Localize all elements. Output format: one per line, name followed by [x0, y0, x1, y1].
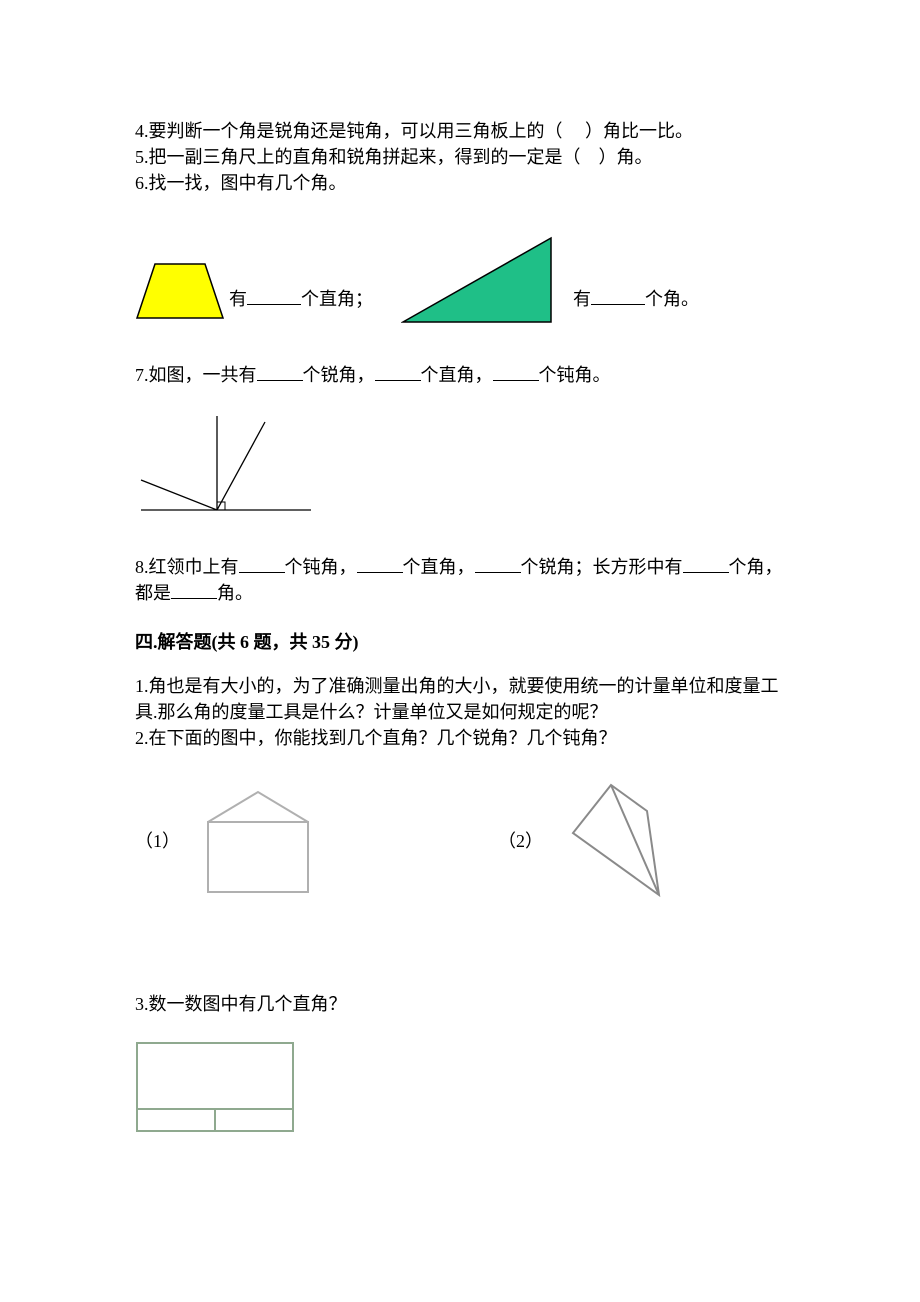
question-6: 6.找一找，图中有几个角。 有 个直角； 有 个角。	[135, 170, 785, 326]
q8-blank-5	[171, 580, 217, 599]
s4q3-title: 3.数一数图中有几个直角？	[135, 991, 785, 1017]
q6-figure-row: 有 个直角； 有 个角。	[135, 236, 785, 326]
q7-d: 个钝角。	[539, 365, 611, 385]
q5-text-a: 5.把一副三角尺上的直角和锐角拼起来，得到的一定是（	[135, 147, 581, 167]
question-5: 5.把一副三角尺上的直角和锐角拼起来，得到的一定是（ ）角。	[135, 144, 785, 170]
section-4-heading: 四.解答题(共 6 题，共 35 分)	[135, 629, 785, 655]
q7-blank-2	[375, 362, 421, 381]
q6-p1-b: 个直角；	[301, 286, 373, 312]
q8-blank-1	[239, 554, 285, 573]
triangle-figure	[401, 236, 555, 326]
q8-blank-2	[357, 554, 403, 573]
q6-p1-a: 有	[229, 286, 247, 312]
q7-blank-3	[493, 362, 539, 381]
q8-f: 角。	[217, 583, 253, 603]
q4-blank	[563, 121, 586, 141]
q4-text-a: 4.要判断一个角是锐角还是钝角，可以用三角板上的（	[135, 121, 563, 141]
q5-text-b: ）角。	[599, 147, 653, 167]
angle-rays-figure	[135, 410, 315, 520]
q6-title: 6.找一找，图中有几个角。	[135, 170, 785, 196]
s4-question-2: 2.在下面的图中，你能找到几个直角？几个锐角？几个钝角？ （1） （2）	[135, 725, 785, 901]
q6-blank-2	[591, 286, 645, 305]
house-figure	[198, 786, 318, 896]
q7-a: 7.如图，一共有	[135, 365, 257, 385]
question-4: 4.要判断一个角是锐角还是钝角，可以用三角板上的（ ）角比一比。	[135, 118, 785, 144]
q6-p2-b: 个角。	[645, 286, 699, 312]
q6-blank-1	[247, 286, 301, 305]
s4-question-3: 3.数一数图中有几个直角？	[135, 991, 785, 1133]
page: 4.要判断一个角是锐角还是钝角，可以用三角板上的（ ）角比一比。 5.把一副三角…	[0, 0, 920, 1302]
q7-b: 个锐角，	[303, 365, 375, 385]
question-7: 7.如图，一共有 个锐角， 个直角， 个钝角。	[135, 362, 785, 520]
question-8: 8.红领巾上有个钝角，个直角，个锐角；长方形中有个角，都是角。	[135, 554, 785, 606]
q6-p2-a: 有	[573, 286, 591, 312]
q8-c: 个直角，	[403, 557, 475, 577]
q5-blank	[581, 147, 599, 167]
s4-question-1: 1.角也是有大小的，为了准确测量出角的大小，就要使用统一的计量单位和度量工具.那…	[135, 673, 785, 725]
q8-a: 8.红领巾上有	[135, 557, 239, 577]
trapezoid-figure	[135, 256, 225, 326]
kite-figure	[569, 781, 669, 901]
rectangle-grid-figure	[135, 1041, 295, 1133]
q4-text-b: ）角比一比。	[585, 121, 693, 141]
s4q2-label-2: （2）	[498, 828, 543, 854]
q8-blank-3	[475, 554, 521, 573]
q7-blank-1	[257, 362, 303, 381]
s4q2-label-1: （1）	[135, 828, 180, 854]
s4q2-title: 2.在下面的图中，你能找到几个直角？几个锐角？几个钝角？	[135, 725, 785, 751]
q8-d: 个锐角；长方形中有	[521, 557, 683, 577]
q8-blank-4	[683, 554, 729, 573]
q7-c: 个直角，	[421, 365, 493, 385]
q8-b: 个钝角，	[285, 557, 357, 577]
